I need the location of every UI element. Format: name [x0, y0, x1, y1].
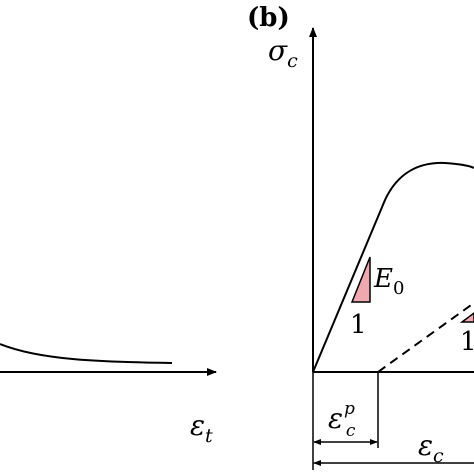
superscript: p	[344, 399, 355, 419]
slope-triangle	[459, 312, 474, 323]
unloading-line	[377, 302, 474, 373]
x-axis-label: εt	[190, 409, 213, 447]
slope-label: 1	[460, 327, 474, 357]
subscript: 0	[393, 278, 404, 299]
subscript: t	[205, 425, 213, 447]
modulus-label: E0	[373, 264, 404, 299]
panel-label: (b)	[247, 3, 290, 33]
stress-strain-curve	[312, 161, 474, 373]
slope-label: 1	[350, 310, 367, 340]
plastic-strain-label: εp c	[328, 399, 356, 441]
symbol: E	[373, 264, 393, 294]
subscript: c	[287, 50, 298, 72]
symbol: ε	[328, 402, 343, 435]
y-axis-label: σc	[268, 34, 298, 72]
symbol: ε	[190, 409, 205, 442]
subscript: c	[346, 421, 356, 441]
slope-triangle	[350, 256, 371, 303]
strain-label: εc	[418, 429, 444, 467]
symbol: ε	[418, 429, 433, 462]
symbol: σ	[268, 34, 288, 67]
subscript: c	[433, 445, 444, 467]
softening-curve	[0, 343, 173, 364]
